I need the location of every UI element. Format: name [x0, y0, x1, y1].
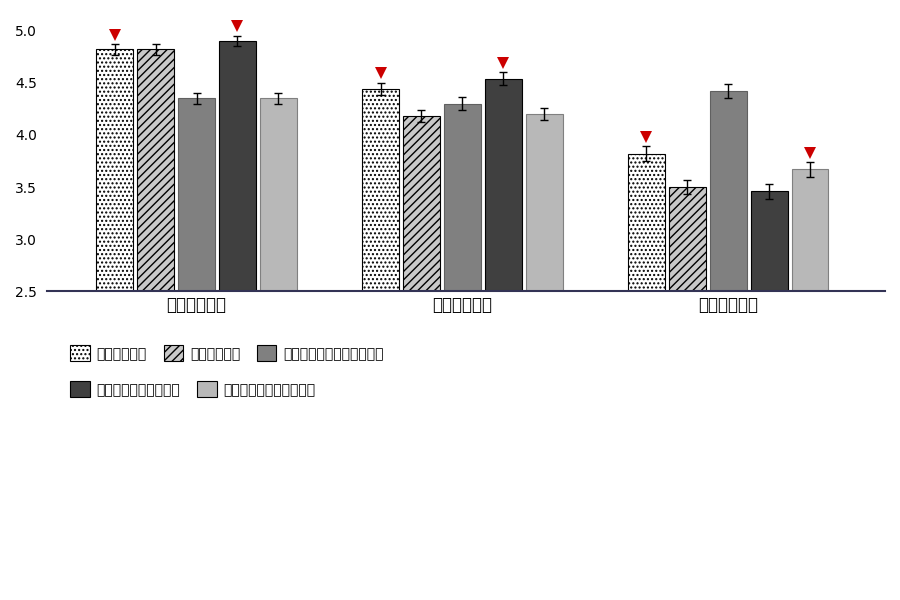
- Bar: [669, 187, 706, 292]
- Legend: 中央値に位置する学生, 中央値より少し上の学生: 中央値に位置する学生, 中央値より少し上の学生: [70, 381, 316, 397]
- Bar: [219, 41, 256, 292]
- Bar: [138, 49, 174, 292]
- Bar: [178, 98, 215, 292]
- Bar: [362, 89, 399, 292]
- Bar: [751, 191, 788, 292]
- Bar: [710, 91, 747, 292]
- Bar: [96, 49, 133, 292]
- Bar: [403, 116, 440, 292]
- Bar: [485, 79, 522, 292]
- Bar: [628, 154, 665, 292]
- Bar: [526, 114, 562, 292]
- Bar: [260, 98, 297, 292]
- Bar: [792, 169, 828, 292]
- Bar: [444, 104, 481, 292]
